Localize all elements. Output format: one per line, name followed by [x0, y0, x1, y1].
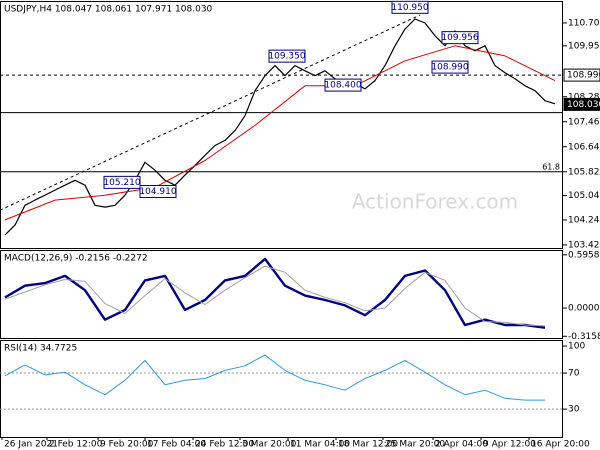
- y-tick-label: 105.040: [568, 191, 600, 201]
- x-tick-label: 2 Feb 12:00: [49, 440, 103, 450]
- panel-title: MACD(12,26,9) -0.2156 -0.2272: [4, 254, 148, 264]
- y-tick-label: 30: [568, 405, 580, 415]
- watermark: ActionForex.com: [352, 190, 518, 214]
- annotation-box: [103, 175, 141, 189]
- series-line: [4, 354, 545, 401]
- panel-frame: [0, 250, 563, 339]
- annotation-box: [324, 78, 362, 92]
- series-line: [4, 265, 546, 327]
- price-label-box: [563, 68, 600, 82]
- y-tick-label: 109.950: [568, 41, 600, 51]
- annotation-box: [441, 31, 479, 45]
- annotation-box: [431, 60, 469, 74]
- y-tick-label: -0.3158: [568, 332, 600, 342]
- y-tick-label: 0.5958: [568, 250, 600, 260]
- series-line: [4, 45, 556, 221]
- y-tick-label: 70: [568, 369, 580, 379]
- trendline: [0, 14, 421, 211]
- annotation: 109.956: [441, 33, 478, 43]
- x-tick-label: 9 Feb 20:00: [100, 440, 154, 450]
- y-tick-label: 104.240: [568, 215, 600, 225]
- y-tick-label: 100: [568, 342, 585, 352]
- x-tick-label: 26 Jan 2021: [4, 440, 58, 450]
- y-tick-label: 0.0000: [568, 304, 600, 314]
- x-tick-label: 25 Mar 20:00: [385, 440, 445, 450]
- y-tick-label: 108.280: [568, 92, 600, 102]
- x-tick-label: 2 Apr 04:00: [435, 440, 488, 450]
- x-tick-label: 24 Feb 12:00: [195, 440, 254, 450]
- x-tick-label: 9 Apr 12:00: [483, 440, 536, 450]
- series-line: [4, 257, 546, 329]
- panel-frame: [0, 340, 563, 438]
- x-tick-label: 16 Apr 20:00: [531, 440, 590, 450]
- panel-title: USDJPY,H4 108.047 108.061 107.971 108.03…: [4, 5, 213, 15]
- fib-label: 61.8: [542, 162, 560, 171]
- annotation: 108.990: [431, 63, 468, 73]
- x-tick-label: 11 Mar 04:00: [290, 440, 350, 450]
- y-tick-label: 110.700: [568, 18, 600, 28]
- panel-title: RSI(14) 34.7725: [4, 344, 77, 354]
- y-tick-label: 107.460: [568, 117, 600, 127]
- annotation-box: [268, 49, 306, 63]
- y-tick-label: 106.640: [568, 142, 600, 152]
- x-tick-label: 17 Feb 04:00: [147, 440, 206, 450]
- y-tick-label: 103.420: [568, 240, 600, 250]
- annotation-box: [391, 0, 429, 14]
- price-label-box: [563, 97, 600, 111]
- annotation: 108.400: [324, 81, 361, 91]
- annotation: 109.350: [268, 52, 305, 62]
- annotation: 105.210: [103, 178, 140, 188]
- x-tick-label: 18 Mar 12:00: [338, 440, 398, 450]
- y-tick-label: 105.820: [568, 167, 600, 177]
- panel-frame: [0, 1, 563, 249]
- annotation: 104.910: [139, 187, 176, 197]
- x-tick-label: 3 Mar 20:00: [242, 440, 297, 450]
- price-label: 108.030: [567, 100, 600, 110]
- annotation: 110.950: [391, 3, 428, 13]
- price-label: 108.990: [567, 71, 600, 81]
- annotation-box: [139, 185, 177, 199]
